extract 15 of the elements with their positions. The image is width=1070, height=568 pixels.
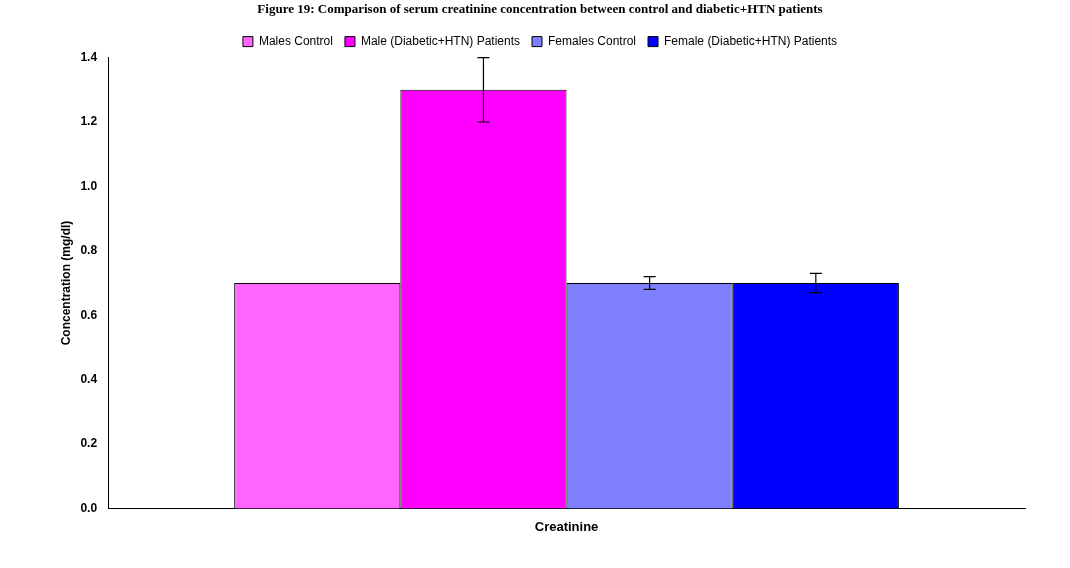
y-tick-label: 0.2 [80,436,98,451]
legend-label: Male (Diabetic+HTN) Patients [360,33,521,48]
x-tick-label: Creatinine [534,518,599,534]
y-tick-label: 0.4 [80,371,98,386]
chart-title: Figure 19: Comparison of serum creatinine concentration between control and diabetic+HTN patients [257,1,823,17]
legend-label: Females Control [548,33,637,48]
y-axis-title: Concentration (mg/dl) [58,220,73,346]
y-tick-label: 0.0 [80,500,98,515]
legend-label: Female (Diabetic+HTN) Patients [664,33,838,48]
y-tick-label: 1.0 [80,178,98,193]
y-tick-label: 1.2 [80,114,98,129]
legend-label: Males Control [258,33,333,48]
y-tick-label: 1.4 [80,49,98,64]
y-tick-label: 0.6 [80,307,98,322]
y-tick-label: 0.8 [80,243,98,258]
